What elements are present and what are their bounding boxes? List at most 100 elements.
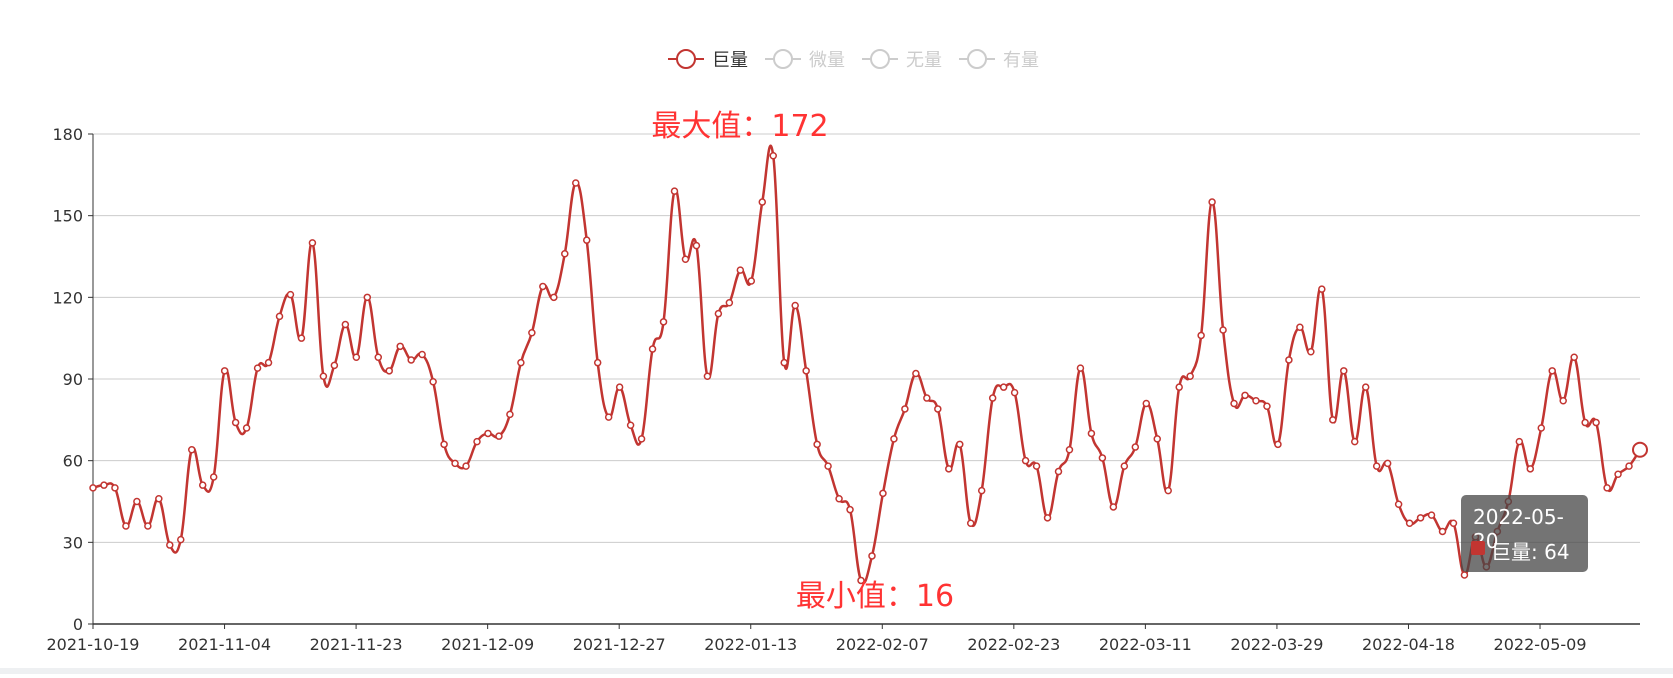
- data-point: [1065, 446, 1074, 454]
- data-point: [396, 342, 404, 351]
- tooltip-value: 巨量: 64: [1491, 540, 1570, 564]
- data-point: [1087, 429, 1096, 438]
- data-point: [1515, 437, 1524, 446]
- y-tick-label: 150: [52, 207, 83, 226]
- legend-item-4: 有量: [959, 49, 1039, 71]
- data-point: [286, 290, 295, 299]
- data-point: [780, 358, 788, 367]
- data-point: [374, 353, 383, 361]
- data-point: [122, 522, 130, 530]
- data-point: [1427, 511, 1436, 519]
- data-point: [692, 241, 701, 250]
- data-point: [363, 293, 372, 302]
- data-point: [1142, 399, 1151, 408]
- legend: 巨量 微量 无量 有量: [668, 49, 1039, 71]
- data-point: [352, 353, 361, 361]
- x-tick-label: 2022-02-23: [967, 635, 1060, 654]
- data-point: [1285, 356, 1293, 364]
- data-point: [550, 293, 558, 302]
- data-point: [835, 495, 843, 503]
- legend-circle-icon: [676, 49, 696, 69]
- data-point: [495, 432, 503, 440]
- data-point: [275, 312, 284, 321]
- legend-item-1: 巨量: [668, 49, 748, 71]
- y-tick-label: 120: [52, 288, 83, 307]
- data-point: [945, 465, 953, 473]
- data-point: [703, 372, 712, 381]
- data-point: [1153, 435, 1161, 443]
- data-point: [133, 497, 141, 506]
- data-point: [604, 413, 613, 421]
- data-point: [341, 320, 350, 329]
- tooltip: 2022-05-20 巨量: 64: [1461, 495, 1588, 572]
- data-point: [385, 367, 393, 375]
- x-tick-label: 2022-04-18: [1362, 635, 1455, 654]
- legend-label: 无量: [906, 50, 942, 71]
- data-point: [714, 309, 723, 318]
- data-point: [791, 301, 799, 310]
- x-tick-label: 2022-03-11: [1099, 635, 1192, 654]
- data-point: [1296, 323, 1304, 332]
- data-point: [242, 424, 251, 432]
- data-point: [912, 369, 920, 378]
- min-value-label: 最小值：16: [796, 579, 954, 614]
- data-point: [659, 318, 668, 326]
- data-point: [308, 239, 317, 247]
- data-point: [506, 410, 514, 419]
- legend-label: 微量: [809, 50, 845, 71]
- data-point: [319, 372, 328, 381]
- data-point: [977, 486, 986, 495]
- data-point: [626, 421, 635, 430]
- data-point: [1592, 418, 1600, 427]
- data-point: [1175, 383, 1183, 391]
- data-point: [966, 519, 975, 528]
- data-point: [166, 541, 174, 549]
- legend-circle-icon: [967, 49, 987, 69]
- data-point: [1241, 391, 1249, 400]
- legend-label: 有量: [1003, 50, 1039, 71]
- data-point: [473, 437, 481, 446]
- data-point: [1372, 462, 1381, 470]
- data-point: [100, 481, 108, 489]
- series-layer: [89, 144, 1648, 585]
- x-tick-label: 2022-05-09: [1494, 635, 1587, 654]
- data-point: [1076, 364, 1085, 372]
- data-point: [1197, 331, 1205, 340]
- legend-label: 巨量: [712, 50, 748, 71]
- data-point: [637, 435, 646, 443]
- data-point: [879, 489, 887, 498]
- data-point: [1350, 437, 1359, 446]
- data-point: [681, 255, 690, 263]
- data-point: [1603, 484, 1611, 492]
- data-point: [1526, 465, 1535, 473]
- data-point: [1329, 416, 1337, 424]
- data-point: [418, 350, 426, 359]
- data-point: [824, 462, 832, 470]
- x-tick-label: 2021-12-27: [573, 635, 666, 654]
- data-point: [1252, 397, 1260, 405]
- data-point: [330, 361, 339, 370]
- data-point: [857, 576, 865, 585]
- y-tick-label: 30: [63, 533, 83, 552]
- data-point: [648, 345, 657, 353]
- x-tick-label: 2022-02-07: [836, 635, 929, 654]
- data-point: [999, 383, 1008, 391]
- data-point: [1131, 443, 1140, 451]
- data-point: [934, 405, 942, 413]
- data-point: [1340, 367, 1348, 375]
- data-point: [561, 250, 569, 258]
- data-point: [1537, 424, 1546, 432]
- data-point: [1109, 503, 1118, 511]
- data-point: [220, 367, 229, 375]
- data-point: [484, 429, 492, 438]
- page-bottom-strip: [0, 668, 1673, 674]
- data-point: [1164, 486, 1172, 495]
- data-point: [725, 299, 734, 307]
- data-point: [1263, 402, 1271, 410]
- data-point: [615, 383, 624, 391]
- data-point: [111, 484, 119, 492]
- y-tick-label: 90: [63, 370, 83, 389]
- data-point: [198, 481, 207, 489]
- y-tick-label: 0: [73, 615, 83, 634]
